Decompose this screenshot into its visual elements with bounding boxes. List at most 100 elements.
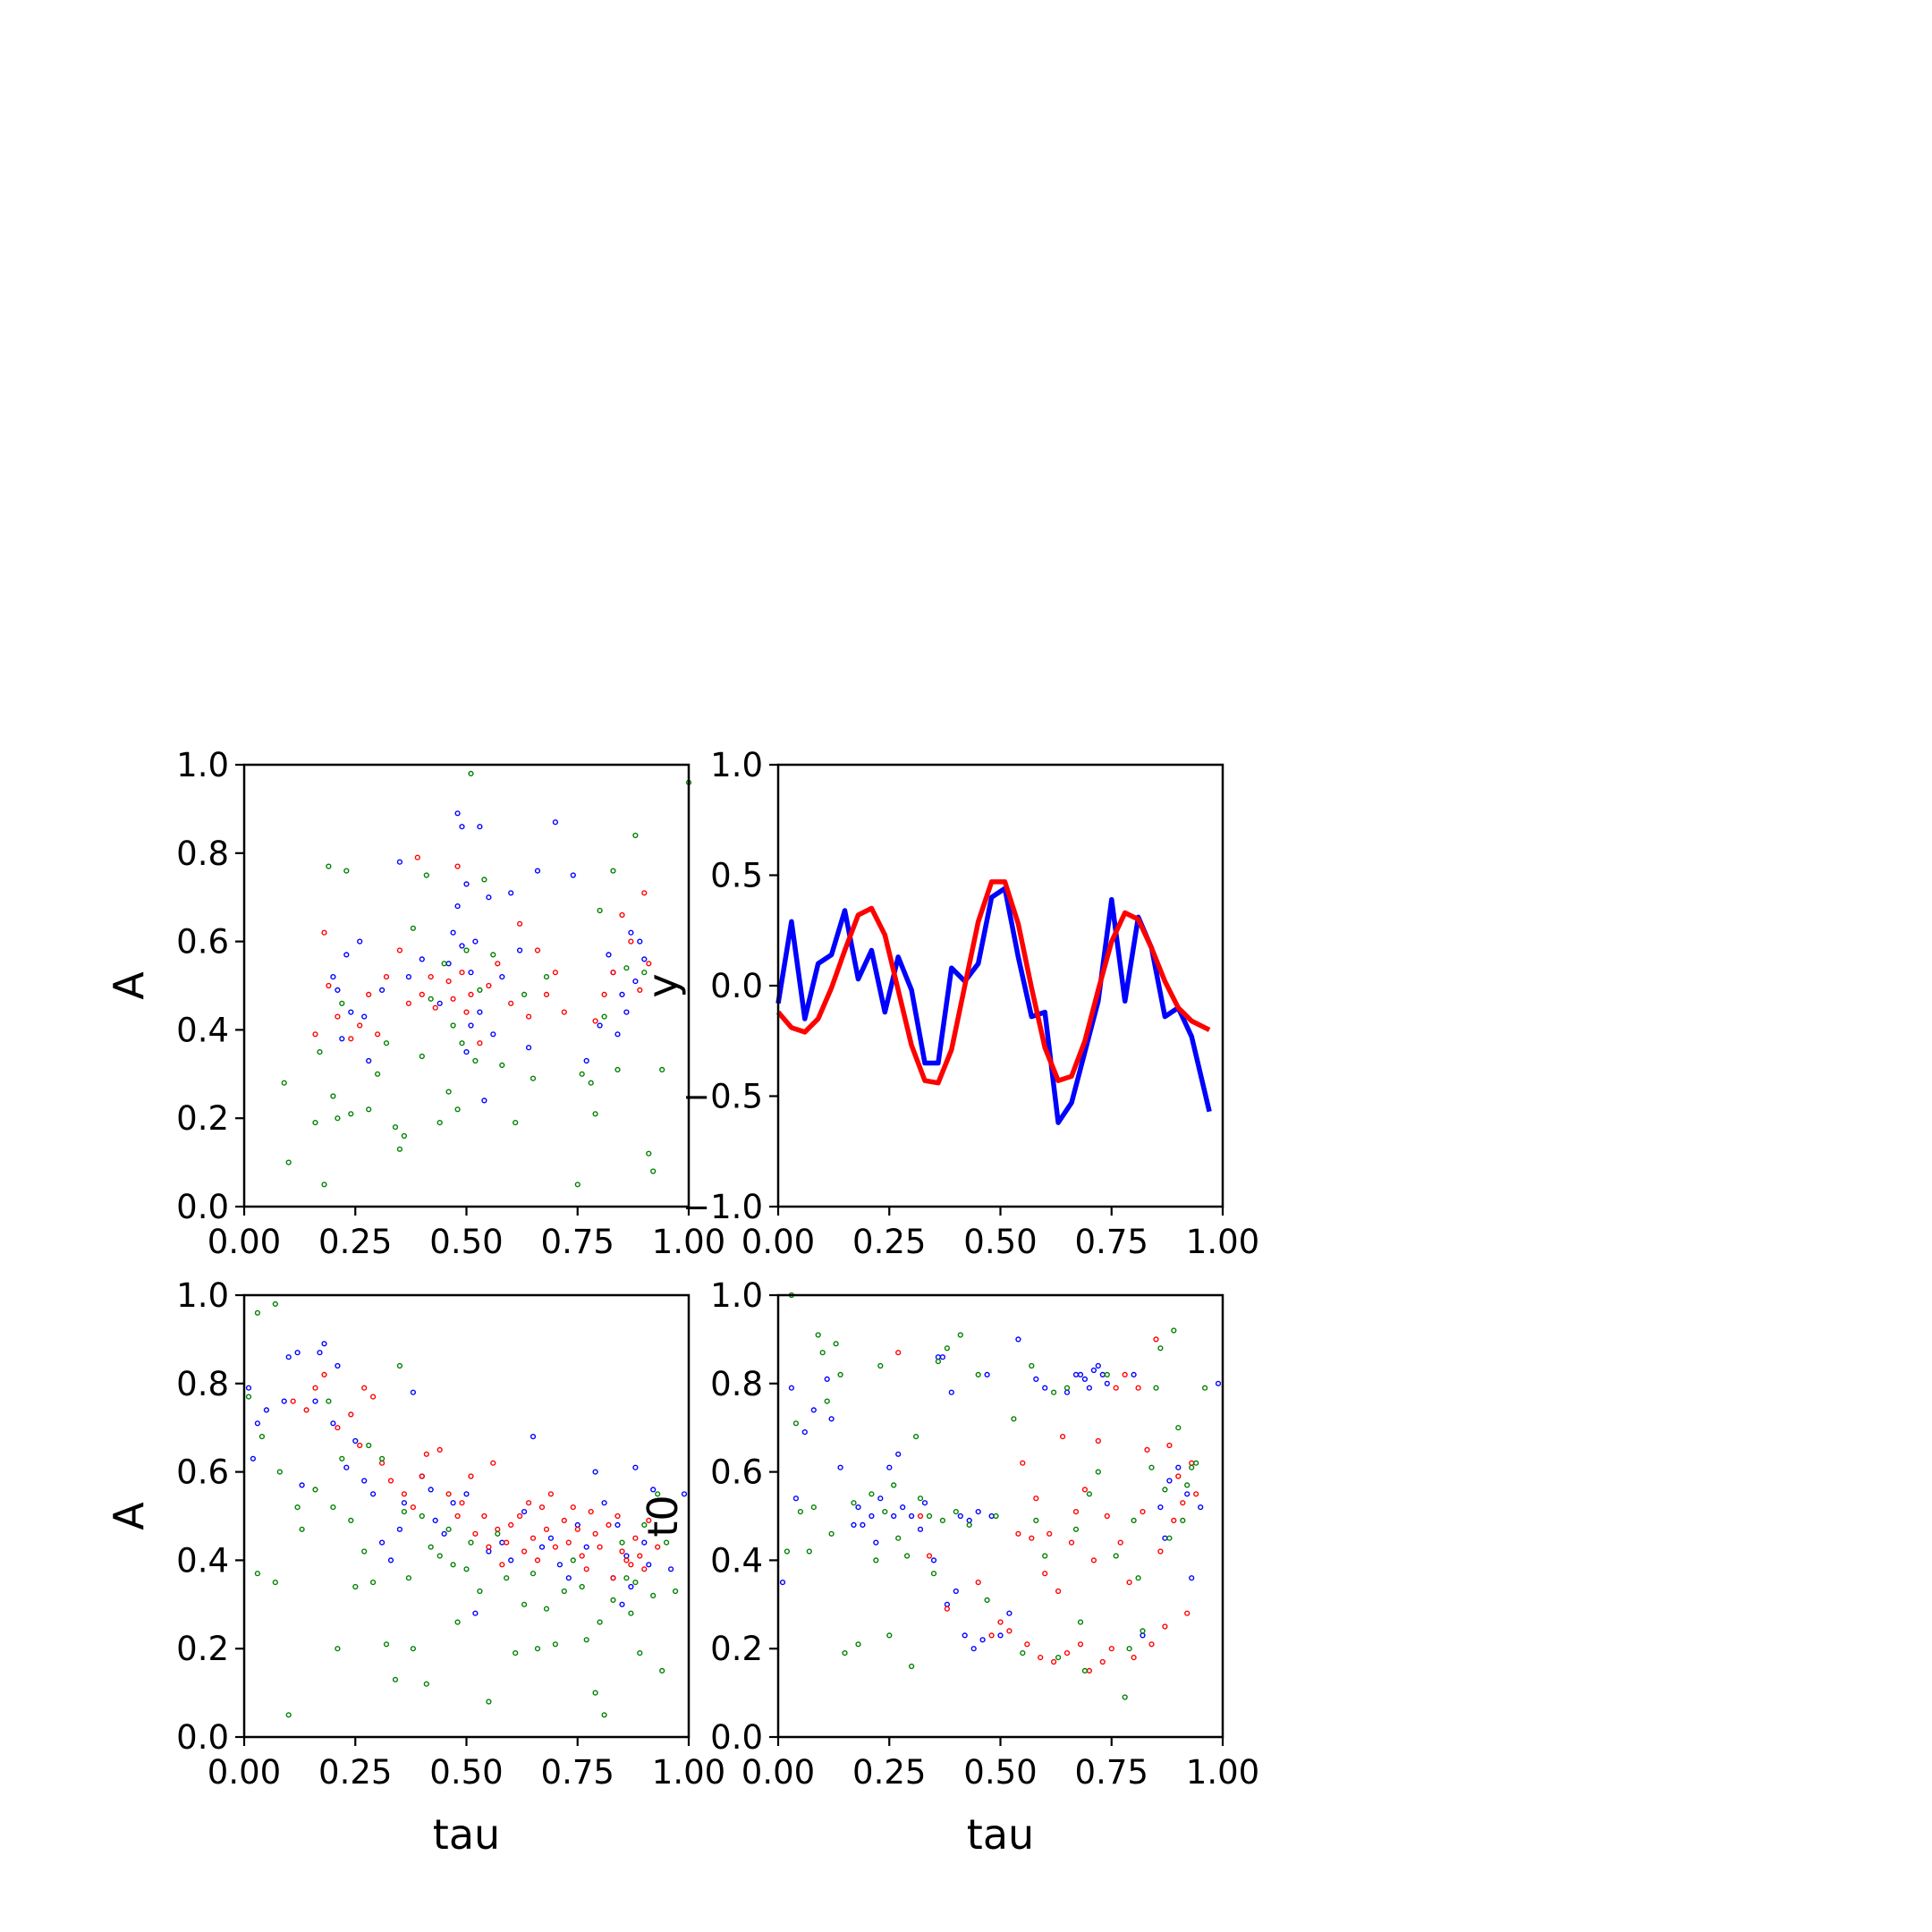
y-tick-label: 0.2 bbox=[176, 1099, 229, 1138]
scatter-point bbox=[1072, 1508, 1080, 1515]
scatter-point bbox=[1117, 1539, 1123, 1546]
scatter-point bbox=[272, 1579, 278, 1586]
y-tick-label: 0.4 bbox=[176, 1011, 229, 1049]
scatter-point bbox=[499, 1062, 505, 1069]
scatter-point bbox=[628, 929, 634, 936]
scatter-point bbox=[445, 978, 452, 985]
scatter-point bbox=[610, 868, 616, 874]
y-tick-label: 0.4 bbox=[176, 1541, 229, 1580]
scatter-point bbox=[423, 1451, 429, 1457]
y-tick-label: 0.4 bbox=[710, 1541, 763, 1580]
scatter-point bbox=[495, 1526, 501, 1532]
scatter-point bbox=[1020, 1460, 1026, 1466]
scatter-point bbox=[597, 1544, 603, 1550]
scatter-point bbox=[477, 1588, 483, 1595]
scatter-point bbox=[410, 1504, 417, 1511]
scatter-point bbox=[326, 1398, 332, 1404]
scatter-point bbox=[330, 1093, 336, 1099]
scatter-point bbox=[534, 1557, 541, 1563]
scatter-point bbox=[543, 991, 550, 998]
scatter-point bbox=[321, 929, 327, 936]
scatter-point bbox=[348, 1036, 354, 1042]
scatter-point bbox=[450, 1022, 456, 1029]
scatter-point bbox=[312, 1487, 318, 1493]
scatter-point bbox=[1171, 1327, 1177, 1334]
scatter-point bbox=[988, 1513, 995, 1520]
scatter-point bbox=[454, 810, 461, 817]
scatter-point bbox=[1055, 1654, 1062, 1661]
scatter-point bbox=[1135, 1385, 1141, 1391]
scatter-point bbox=[419, 956, 425, 962]
scatter-point bbox=[1072, 1371, 1080, 1378]
scatter-point bbox=[614, 1521, 621, 1529]
scatter-point bbox=[637, 1649, 643, 1657]
scatter-point bbox=[441, 1530, 447, 1537]
scatter-point bbox=[1086, 1385, 1093, 1391]
scatter-point bbox=[477, 824, 483, 830]
scatter-point bbox=[375, 1031, 381, 1038]
scatter-point bbox=[396, 947, 403, 953]
scatter-point bbox=[339, 1036, 345, 1042]
scatter-point bbox=[570, 1557, 576, 1563]
scatter-point bbox=[499, 1539, 505, 1546]
scatter-point bbox=[592, 1018, 598, 1024]
scatter-point bbox=[869, 1491, 875, 1497]
scatter-point bbox=[463, 1048, 470, 1055]
scatter-point bbox=[317, 1048, 323, 1055]
scatter-point bbox=[1131, 1371, 1137, 1378]
scatter-point bbox=[281, 1398, 287, 1404]
scatter-point bbox=[882, 1508, 888, 1515]
scatter-point bbox=[508, 1557, 514, 1563]
scatter-point bbox=[869, 1513, 875, 1520]
scatter-point bbox=[490, 1460, 496, 1466]
y-tick-label: 0.8 bbox=[710, 1365, 763, 1403]
scatter-point bbox=[454, 1513, 461, 1520]
scatter-point bbox=[1144, 1446, 1150, 1453]
scatter-point bbox=[837, 1371, 843, 1378]
scatter-point bbox=[1189, 1460, 1195, 1466]
scatter-point bbox=[672, 1588, 679, 1595]
scatter-point bbox=[285, 1354, 292, 1360]
scatter-point bbox=[957, 1332, 963, 1338]
scatter-point bbox=[326, 982, 332, 989]
scatter-point bbox=[828, 1530, 835, 1537]
scatter-point bbox=[1006, 1628, 1013, 1634]
scatter-point bbox=[317, 1350, 323, 1356]
scatter-point bbox=[396, 859, 403, 865]
scatter-point bbox=[258, 1433, 266, 1440]
scatter-point bbox=[632, 1535, 639, 1541]
scatter-point bbox=[547, 1491, 555, 1497]
scatter-point bbox=[997, 1632, 1004, 1639]
x-tick-label: 0.00 bbox=[741, 1753, 815, 1792]
scatter-point bbox=[810, 1407, 817, 1413]
scatter-point bbox=[601, 991, 607, 998]
scatter-point bbox=[294, 1350, 301, 1356]
scatter-point bbox=[477, 987, 483, 994]
scatter-point bbox=[655, 1491, 661, 1497]
scatter-point bbox=[855, 1504, 861, 1511]
scatter-point bbox=[521, 1601, 528, 1607]
scatter-point bbox=[926, 1513, 933, 1520]
y-tick-label: 0.5 bbox=[710, 857, 763, 895]
x-tick-label: 0.75 bbox=[1075, 1753, 1148, 1792]
scatter-point bbox=[419, 1513, 425, 1520]
scatter-point bbox=[1184, 1491, 1191, 1497]
scatter-point bbox=[432, 1004, 438, 1011]
scatter-point bbox=[428, 1487, 434, 1493]
scatter-point bbox=[1171, 1517, 1177, 1524]
scatter-point bbox=[370, 1491, 377, 1497]
scatter-point bbox=[450, 1500, 456, 1506]
scatter-point bbox=[1042, 1553, 1048, 1559]
scatter-point bbox=[886, 1464, 893, 1470]
scatter-point bbox=[312, 1119, 318, 1126]
series-1 bbox=[290, 1371, 661, 1581]
scatter-point bbox=[401, 1491, 408, 1497]
scatter-point bbox=[335, 1115, 341, 1122]
scatter-point bbox=[552, 970, 559, 976]
scatter-point bbox=[361, 1013, 368, 1020]
scatter-point bbox=[1095, 1437, 1101, 1445]
scatter-point bbox=[1131, 1517, 1137, 1524]
scatter-point bbox=[588, 1080, 594, 1086]
scatter-point bbox=[628, 938, 634, 945]
scatter-point bbox=[410, 1389, 417, 1395]
